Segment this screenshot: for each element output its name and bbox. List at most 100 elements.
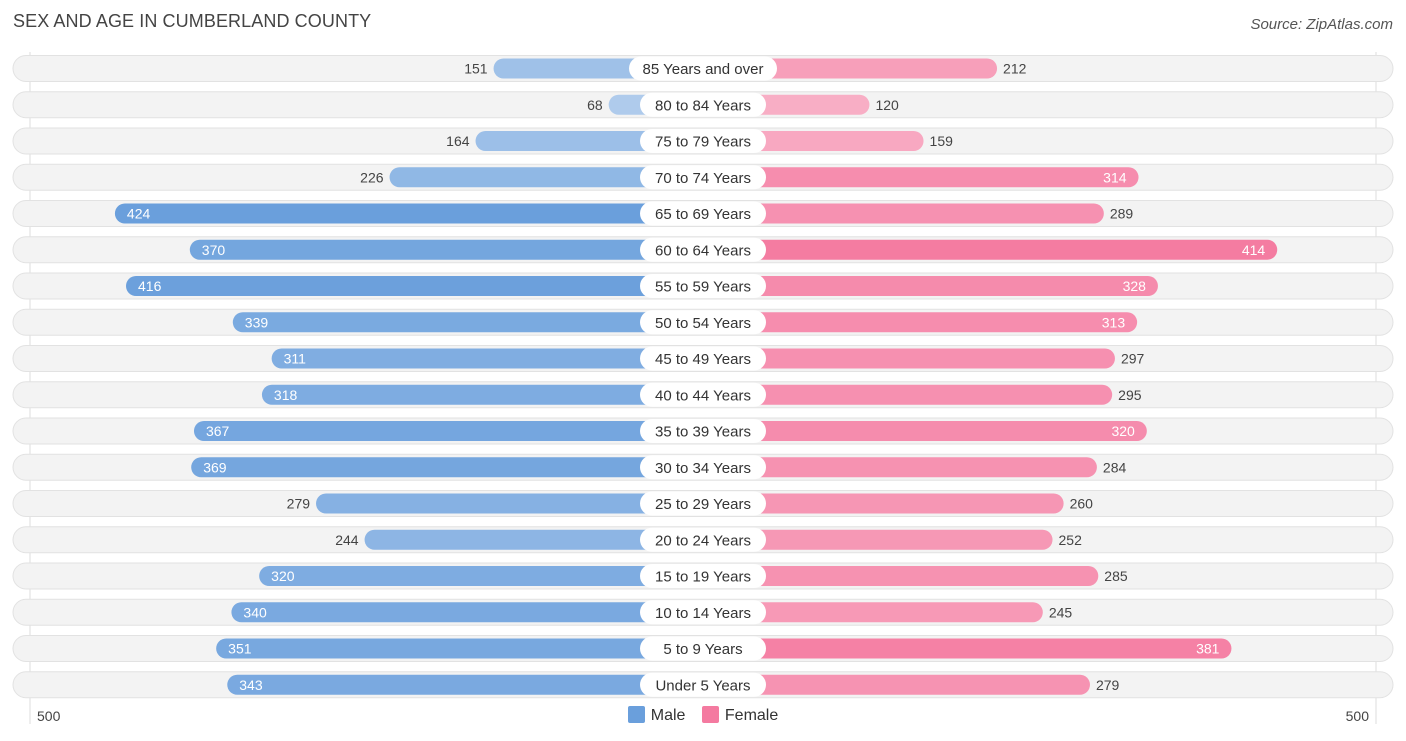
legend-label-male: Male (650, 707, 686, 724)
category-pill-15-to-19-years (640, 564, 766, 588)
category-label-45-to-49-years: 45 to 49 Years (655, 351, 751, 368)
category-label-15-to-19-years: 15 to 19 Years (655, 569, 751, 586)
value-label-male-40-to-44-years: 318 (274, 387, 298, 403)
category-pill-10-to-14-years (640, 600, 766, 625)
value-label-male-20-to-24-years: 244 (335, 532, 359, 548)
category-label-85-years-and-over: 85 Years and over (643, 61, 764, 78)
value-label-female-35-to-39-years: 320 (1111, 423, 1135, 439)
legend-item-male: Male (627, 706, 686, 725)
category-pill-70-to-74-years (640, 165, 766, 190)
value-label-male-60-to-64-years: 370 (202, 242, 226, 258)
bar-female-45-to-49-years (703, 348, 1115, 369)
value-label-male-30-to-34-years: 369 (203, 459, 227, 475)
category-label-40-to-44-years: 40 to 44 Years (655, 387, 751, 404)
value-label-male-35-to-39-years: 367 (206, 423, 230, 439)
bar-female-30-to-34-years (703, 457, 1097, 478)
bar-male-5-to-9-years (216, 638, 703, 659)
category-pill-20-to-24-years (640, 527, 766, 552)
category-pill-75-to-79-years (640, 129, 766, 153)
value-label-female-10-to-14-years: 245 (1049, 604, 1073, 620)
value-label-female-30-to-34-years: 284 (1103, 459, 1127, 475)
value-label-male-80-to-84-years: 68 (587, 97, 603, 113)
value-label-male-55-to-59-years: 416 (138, 278, 162, 294)
category-label-75-to-79-years: 75 to 79 Years (655, 134, 751, 151)
value-label-female-45-to-49-years: 297 (1121, 351, 1145, 367)
category-pill-45-to-49-years (640, 346, 766, 371)
value-label-male-45-to-49-years: 311 (284, 351, 307, 367)
bar-female-65-to-69-years (703, 203, 1104, 224)
category-label-20-to-24-years: 20 to 24 Years (655, 532, 751, 549)
value-label-female-80-to-84-years: 120 (875, 97, 899, 113)
bar-female-5-to-9-years (703, 638, 1232, 659)
value-label-male-5-to-9-years: 351 (228, 641, 252, 657)
bar-female-55-to-59-years (703, 276, 1158, 296)
bar-male-45-to-49-years (271, 348, 703, 369)
bar-male-30-to-34-years (191, 457, 703, 478)
category-label-under-5-years: Under 5 Years (655, 677, 750, 694)
category-pill-80-to-84-years (640, 92, 766, 117)
chart-title: SEX AND AGE IN CUMBERLAND COUNTY (13, 11, 372, 31)
bar-male-65-to-69-years (114, 203, 704, 224)
bar-male-55-to-59-years (126, 276, 704, 296)
value-label-male-85-years-and-over: 151 (464, 61, 488, 77)
category-label-65-to-69-years: 65 to 69 Years (655, 206, 751, 223)
bar-female-35-to-39-years (703, 421, 1147, 441)
bar-male-20-to-24-years (364, 529, 703, 550)
chart-legend: Male Female (0, 706, 1406, 725)
value-label-female-55-to-59-years: 328 (1123, 278, 1147, 294)
bar-male-under-5-years (227, 674, 703, 695)
value-label-male-10-to-14-years: 340 (243, 604, 267, 620)
category-pill-30-to-34-years (640, 455, 766, 480)
value-label-female-50-to-54-years: 313 (1102, 314, 1126, 330)
category-pill-50-to-54-years (640, 310, 766, 335)
category-pill-35-to-39-years (640, 419, 766, 443)
bar-male-10-to-14-years (231, 602, 704, 623)
legend-label-female: Female (724, 707, 779, 724)
value-label-female-25-to-29-years: 260 (1070, 496, 1094, 512)
axis-label-left: 500 (37, 708, 61, 724)
value-label-male-65-to-69-years: 424 (127, 206, 151, 222)
category-pill-55-to-59-years (640, 274, 766, 298)
value-label-female-60-to-64-years: 414 (1242, 242, 1266, 258)
category-pill-85-years-and-over (629, 56, 777, 81)
bar-male-70-to-74-years (389, 167, 703, 188)
value-label-female-85-years-and-over: 212 (1003, 61, 1027, 77)
bar-female-40-to-44-years (703, 384, 1113, 405)
bar-male-35-to-39-years (193, 421, 703, 441)
bar-female-85-years-and-over (703, 58, 998, 79)
value-label-male-50-to-54-years: 339 (245, 314, 269, 330)
legend-item-female: Female (701, 706, 779, 725)
value-label-male-75-to-79-years: 164 (446, 133, 470, 149)
value-label-female-under-5-years: 279 (1096, 677, 1120, 693)
bar-male-50-to-54-years (232, 312, 703, 333)
value-label-female-40-to-44-years: 295 (1118, 387, 1142, 403)
value-label-female-20-to-24-years: 252 (1059, 532, 1083, 548)
category-label-5-to-9-years: 5 to 9 Years (663, 641, 742, 658)
category-pill-60-to-64-years (640, 237, 766, 262)
legend-swatch-male (627, 706, 645, 723)
value-label-female-75-to-79-years: 159 (930, 133, 954, 149)
value-label-male-70-to-74-years: 226 (360, 169, 384, 185)
category-pill-65-to-69-years (640, 201, 766, 226)
category-label-70-to-74-years: 70 to 74 Years (655, 170, 751, 187)
bar-female-20-to-24-years (703, 529, 1053, 550)
category-label-60-to-64-years: 60 to 64 Years (655, 242, 751, 259)
bar-male-60-to-64-years (189, 239, 703, 260)
bar-female-10-to-14-years (703, 602, 1043, 623)
bar-male-40-to-44-years (261, 384, 703, 405)
axis-label-right: 500 (1345, 708, 1369, 724)
value-label-male-under-5-years: 343 (239, 677, 263, 693)
category-label-35-to-39-years: 35 to 39 Years (655, 424, 751, 441)
chart-source: Source: ZipAtlas.com (1250, 16, 1393, 33)
category-label-30-to-34-years: 30 to 34 Years (655, 460, 751, 477)
bar-male-25-to-29-years (316, 493, 703, 514)
category-pill-5-to-9-years (640, 636, 766, 661)
category-label-50-to-54-years: 50 to 54 Years (655, 315, 751, 332)
category-label-10-to-14-years: 10 to 14 Years (655, 605, 751, 622)
category-pill-under-5-years (640, 672, 766, 697)
value-label-female-5-to-9-years: 381 (1196, 641, 1220, 657)
bar-female-50-to-54-years (703, 312, 1138, 333)
value-label-female-70-to-74-years: 314 (1103, 169, 1127, 185)
bar-female-under-5-years (703, 674, 1090, 695)
